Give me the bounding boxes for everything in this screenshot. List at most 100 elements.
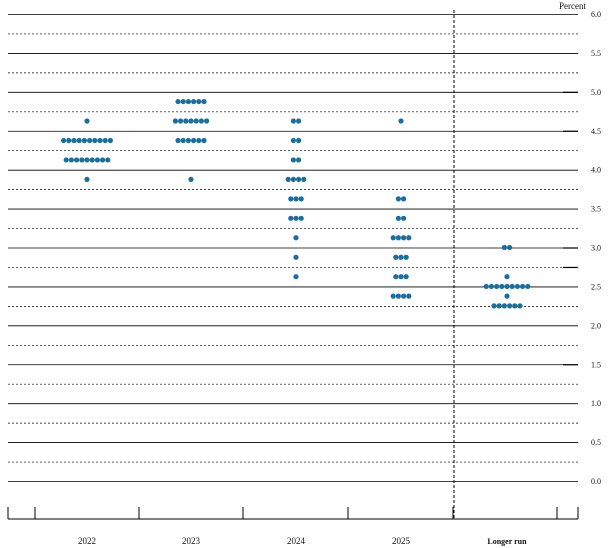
dot <box>494 283 500 290</box>
dot <box>403 274 409 280</box>
dot <box>87 137 93 144</box>
x-tick-label: 2025 <box>392 536 411 546</box>
dot <box>63 157 69 163</box>
y-axis-ticks: 0.0 0.5 1.0 1.5 2.0 2.5 3.0 3.5 4.0 4.5 5.0 5.5 6.0 <box>563 10 601 486</box>
y-tick-label: 3.0 <box>591 244 601 253</box>
dot <box>293 196 299 202</box>
dot <box>68 157 74 163</box>
dot <box>180 137 186 144</box>
dot <box>393 254 399 260</box>
dot <box>71 137 77 144</box>
dot <box>61 137 67 144</box>
dot <box>296 118 302 124</box>
dot <box>390 235 396 241</box>
dot <box>504 283 510 290</box>
dot <box>288 215 294 221</box>
gridlines <box>8 14 578 482</box>
dot <box>499 283 505 290</box>
dot <box>94 157 100 163</box>
dot <box>92 137 98 144</box>
dot <box>293 235 299 241</box>
dot <box>301 176 307 182</box>
dot <box>491 303 497 309</box>
dot <box>293 274 299 280</box>
dot <box>395 196 401 202</box>
dot <box>395 215 401 221</box>
dot <box>288 196 294 202</box>
dot <box>296 157 302 163</box>
dot <box>504 293 510 299</box>
y-axis-label: Percent <box>559 1 586 11</box>
dot <box>395 293 401 299</box>
y-tick-label: 3.5 <box>591 205 601 214</box>
dot <box>507 244 513 251</box>
dot <box>201 98 207 105</box>
dot <box>406 235 412 241</box>
dot <box>193 118 199 124</box>
dot <box>290 118 296 124</box>
dot <box>175 137 181 144</box>
dot <box>74 157 80 163</box>
dot <box>204 118 210 124</box>
dot <box>507 303 513 309</box>
x-axis: 2022 2023 2024 2025 Longer run <box>7 507 579 546</box>
dot <box>488 283 494 290</box>
dot <box>298 215 304 221</box>
x-tick-label: 2023 <box>182 536 201 546</box>
dot <box>401 293 407 299</box>
y-tick-label: 2.5 <box>591 282 601 291</box>
dot <box>183 118 189 124</box>
dot <box>81 137 87 144</box>
dot <box>97 137 103 144</box>
dot <box>398 254 404 260</box>
dot <box>201 137 207 144</box>
dot <box>390 293 396 299</box>
dot <box>395 235 401 241</box>
dot <box>84 118 90 124</box>
y-tick-label: 4.5 <box>591 127 601 136</box>
dot <box>512 303 518 309</box>
dot <box>406 293 412 299</box>
dot <box>196 98 202 105</box>
dot <box>293 254 299 260</box>
x-tick-label: 2024 <box>287 536 306 546</box>
y-tick-label: 0.0 <box>591 477 601 486</box>
dot <box>191 98 197 105</box>
y-tick-label: 5.5 <box>591 49 601 58</box>
dot <box>298 196 304 202</box>
dot <box>496 303 502 309</box>
dot <box>290 176 296 182</box>
dot <box>172 118 178 124</box>
dot <box>188 118 194 124</box>
dot <box>79 157 85 163</box>
dots <box>61 98 531 309</box>
dot <box>100 157 106 163</box>
dot <box>517 303 523 309</box>
y-tick-label: 1.5 <box>591 360 601 369</box>
dot <box>525 283 531 290</box>
dot <box>84 176 90 182</box>
dot <box>66 137 72 144</box>
dot <box>393 274 399 280</box>
y-tick-label: 5.0 <box>591 88 601 97</box>
dot <box>76 137 82 144</box>
y-tick-label: 0.5 <box>591 438 601 447</box>
y-tick-label: 4.0 <box>591 166 601 175</box>
dot <box>403 254 409 260</box>
dot <box>185 137 191 144</box>
dot <box>102 137 108 144</box>
dot <box>401 235 407 241</box>
dot <box>504 274 510 280</box>
dot <box>520 283 526 290</box>
dot <box>188 176 194 182</box>
dot <box>175 98 181 105</box>
dot <box>185 98 191 105</box>
dot <box>401 215 407 221</box>
dot <box>285 176 291 182</box>
dot <box>398 274 404 280</box>
y-tick-label: 6.0 <box>591 10 601 19</box>
dot <box>290 137 296 144</box>
dot <box>191 137 197 144</box>
dot <box>198 118 204 124</box>
